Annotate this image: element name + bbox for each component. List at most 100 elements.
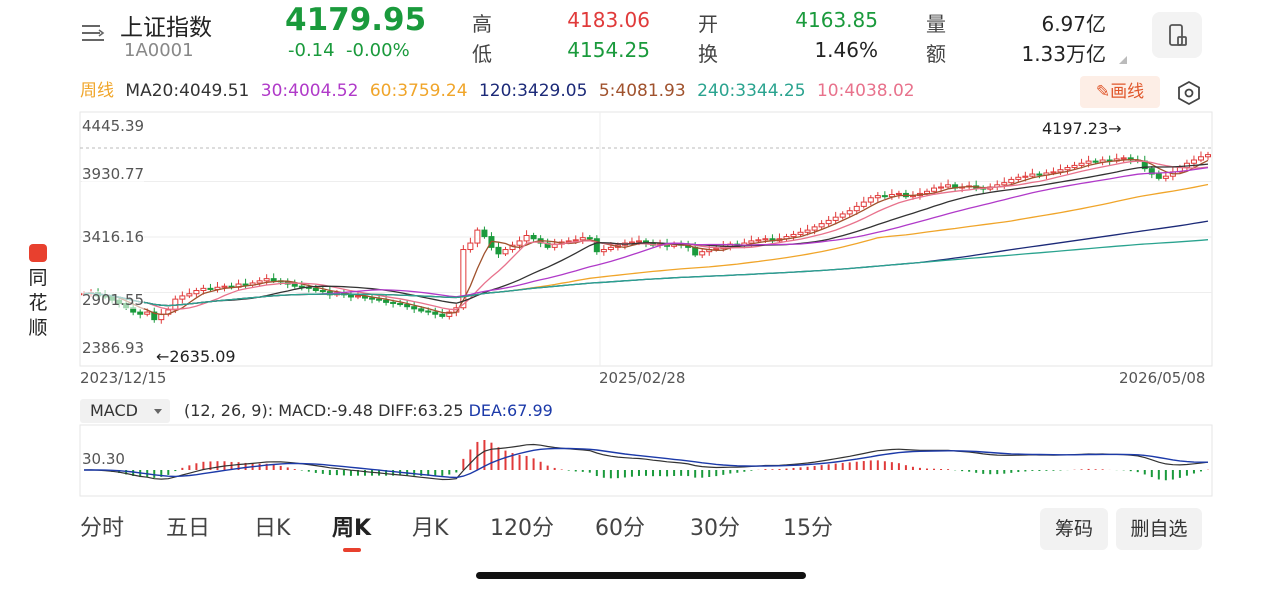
candle-body	[319, 290, 326, 293]
tab-intraday[interactable]: 分时	[80, 516, 125, 541]
candle-body	[263, 278, 270, 282]
price-change-pct: -0.00%	[346, 40, 410, 61]
candle-body	[881, 195, 888, 198]
candle-body	[502, 249, 509, 255]
candle-body	[144, 311, 151, 315]
x-tick-label: 2025/02/28	[599, 369, 686, 387]
candle-body	[811, 226, 818, 231]
diff-value: DIFF:63.25	[378, 401, 464, 420]
tab-five-day[interactable]: 五日	[166, 516, 211, 541]
candle-body	[853, 205, 860, 212]
candle-body	[481, 229, 488, 238]
candle-body	[404, 304, 411, 308]
home-indicator	[476, 572, 806, 579]
candle-body	[1162, 175, 1169, 179]
macd-diff-line	[83, 443, 1209, 481]
kline-chart[interactable]	[0, 0, 1280, 500]
menu-list-icon[interactable]	[80, 22, 106, 44]
tab-120min[interactable]: 120分	[490, 516, 554, 541]
tab-weekly-k[interactable]: 周K	[332, 516, 372, 541]
low-annotation: ←2635.09	[156, 347, 236, 366]
candle-body	[579, 237, 586, 241]
macd-y-tick-label: 30.30	[82, 450, 125, 468]
candle-body	[242, 283, 249, 286]
tabs-fade	[860, 508, 900, 552]
candle-body	[460, 249, 467, 309]
candle-body	[713, 247, 720, 251]
macd-params: (12, 26, 9):	[184, 401, 274, 420]
expand-corner-icon[interactable]	[1119, 56, 1127, 64]
candle-body	[790, 233, 797, 238]
ma-item: 240:3344.25	[697, 81, 806, 101]
y-tick-label: 4445.39	[82, 117, 145, 135]
candle-body	[193, 290, 200, 295]
candle-body	[593, 238, 600, 253]
candle-body	[369, 297, 376, 300]
y-tick-label: 3416.16	[82, 228, 145, 246]
candle-body	[628, 241, 635, 244]
landscape-toggle-button[interactable]	[1152, 12, 1202, 58]
indicator-select[interactable]: MACD	[80, 399, 170, 423]
candle-body	[186, 293, 193, 297]
candle-body	[1205, 154, 1211, 158]
candle-body	[938, 186, 945, 189]
macd-dea-line	[84, 447, 1208, 479]
candle-body	[1078, 162, 1085, 166]
candle-body	[1085, 160, 1092, 164]
tab-60min[interactable]: 60分	[595, 516, 645, 541]
price-change: -0.14	[288, 40, 335, 61]
quote-header: 上证指数 1A0001 4179.95 -0.14 -0.00% 高 4183.…	[0, 0, 1280, 72]
tab-30min[interactable]: 30分	[690, 516, 740, 541]
candle-body	[755, 239, 762, 242]
gear-hexagon-icon[interactable]	[1176, 80, 1202, 106]
draw-line-button[interactable]: ✎画线	[1080, 76, 1160, 108]
index-name: 上证指数	[120, 15, 212, 41]
candle-body	[1029, 173, 1036, 177]
candle-body	[376, 298, 383, 301]
candle-body	[530, 235, 537, 240]
candle-body	[818, 223, 825, 228]
candle-body	[516, 240, 523, 246]
candle-body	[565, 240, 572, 243]
chips-button[interactable]: 筹码	[1040, 508, 1108, 550]
volume-label: 量	[926, 12, 946, 36]
candle-body	[572, 239, 579, 242]
macd-pane-frame	[79, 424, 1213, 497]
open-label: 开	[698, 12, 718, 36]
candle-body	[586, 237, 593, 240]
candle-body	[832, 216, 839, 221]
candle-body	[523, 235, 530, 242]
tab-15min[interactable]: 15分	[783, 516, 833, 541]
macd-value: MACD:-9.48	[278, 401, 373, 420]
candle-body	[1092, 160, 1099, 163]
candle-body	[1001, 182, 1008, 186]
candle-body	[607, 246, 614, 251]
candle-body	[425, 310, 432, 313]
tab-daily-k[interactable]: 日K	[254, 516, 291, 541]
candle-body	[354, 295, 361, 298]
low-value: 4154.25	[567, 38, 650, 62]
brand-char: 花	[28, 292, 48, 314]
candle-body	[256, 280, 263, 284]
y-tick-label: 2386.93	[82, 339, 145, 357]
y-tick-label: 3930.77	[82, 165, 145, 183]
candle-body	[207, 287, 214, 290]
turnover-value: 1.46%	[814, 38, 878, 62]
amount-value: 1.33万亿	[1021, 42, 1106, 66]
candle-body	[797, 231, 804, 235]
candle-body	[1071, 164, 1078, 169]
ma-line-ma20	[83, 163, 1209, 307]
y-tick-label: 2901.55	[82, 291, 145, 309]
index-code: 1A0001	[124, 40, 194, 61]
candle-body	[1155, 173, 1162, 179]
active-tab-indicator	[343, 548, 361, 552]
price-pane-frame	[79, 111, 1213, 367]
tab-monthly-k[interactable]: 月K	[412, 516, 449, 541]
candle-body	[895, 192, 902, 196]
ma-line-240	[83, 239, 1209, 307]
ma-item: 5:4081.93	[598, 81, 686, 101]
remove-watchlist-button[interactable]: 删自选	[1116, 508, 1202, 550]
candle-body	[600, 249, 607, 253]
pencil-icon: ✎	[1095, 82, 1111, 102]
last-price: 4179.95	[285, 2, 427, 38]
